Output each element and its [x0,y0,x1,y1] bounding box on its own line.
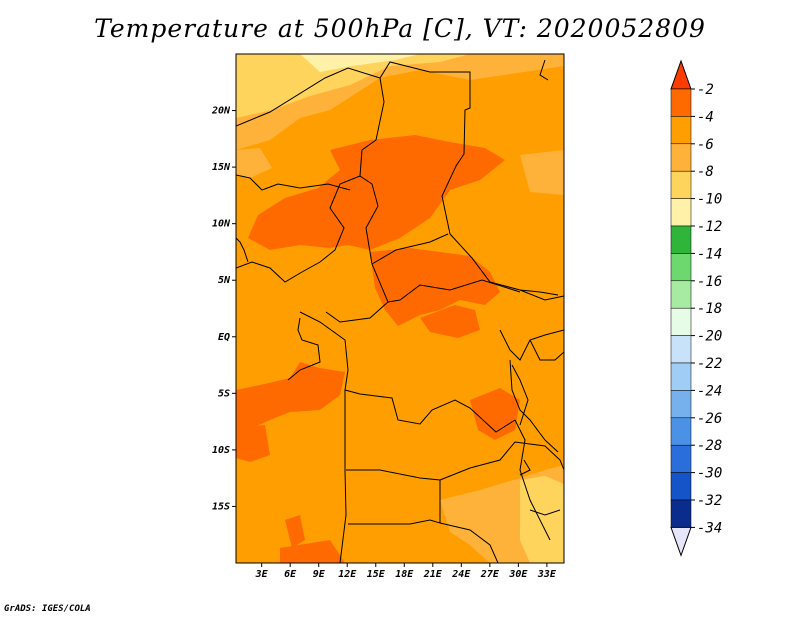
latitude-axis: 20N 15N 10N 5N EQ 5S 10S 15S [211,106,236,512]
colorbar-swatch [670,253,692,282]
lon-tick-label: 21E [423,569,443,580]
colorbar-swatch [670,390,692,419]
field-east-patch [520,150,564,195]
colorbar-swatch [670,444,692,473]
colorbar-swatch [670,225,692,254]
lat-tick-label: 10S [212,445,230,456]
colorbar-label: -20 [697,329,722,345]
lon-tick-label: 27E [480,569,500,580]
colorbar-swatch [670,362,692,391]
lat-tick-label: 15S [212,501,230,512]
field-warm-south-patch [285,515,305,548]
colorbar-swatch [670,472,692,501]
field-warm-sahel [248,135,505,250]
colorbar-label: -4 [697,109,714,125]
lon-tick-label: 3E [255,569,269,580]
lon-tick-label: 24E [451,569,471,580]
colorbar-label: -10 [697,192,722,208]
colorbar-swatch [670,280,692,309]
colorbar-label: -18 [697,301,722,317]
lon-tick-label: 18E [395,569,414,580]
colorbar-label: -30 [697,466,722,482]
lon-tick-label: 9E [313,569,326,580]
colorbar-swatch [670,307,692,336]
colorbar-label: -32 [697,493,722,509]
colorbar-swatch [670,198,692,227]
field-warm-south-edge [280,540,345,563]
colorbar-label: -34 [697,520,722,536]
lat-tick-label: 15N [212,162,231,173]
colorbar-label: -2 [697,82,714,98]
longitude-axis: 3E 6E 9E 12E 15E 18E 21E 24E 27E 30E 33E [255,563,557,580]
colorbar-label: -26 [697,411,722,427]
grads-credit: GrADS: IGES/COLA [4,604,91,614]
colorbar-label: -8 [697,164,714,180]
colorbar: -2 -4 -6 -8 -10 -12 -14 -16 -18 -20 -22 -24 -26 -28 -3… [670,59,722,557]
colorbar-top-arrow [670,59,692,90]
colorbar-swatch [670,417,692,446]
colorbar-swatch [670,499,692,528]
colorbar-label: -6 [697,137,714,153]
country-borders [236,59,564,563]
colorbar-swatch [670,88,692,117]
lat-tick-label: 10N [212,219,231,230]
lon-tick-label: 33E [537,569,557,580]
field-warm-congo [420,305,480,338]
colorbar-label: -22 [697,356,722,372]
lat-tick-label: 5S [218,388,230,399]
lat-tick-label: 20N [211,106,231,117]
lat-tick-label: 5N [218,275,231,286]
colorbar-swatch [670,170,692,199]
map-title: Temperature at 500hPa [C], VT: 202005280… [94,14,706,43]
colorbar-label: -16 [697,274,722,290]
temperature-field [236,54,564,563]
field-southeast-cooler [520,476,564,563]
field-warm-angola-coast [236,362,345,430]
colorbar-bottom-arrow [670,526,692,557]
field-warm-southwest [236,425,270,462]
lat-tick-label: EQ [218,332,230,343]
colorbar-swatch [670,116,692,145]
colorbar-label: -14 [697,246,722,262]
field-north-palest [300,54,420,72]
plot-frame [235,53,565,564]
colorbar-swatch [670,335,692,364]
lon-tick-label: 6E [284,569,297,580]
field-northwest-patch [236,148,272,178]
field-north-light [236,54,470,118]
colorbar-label: -28 [697,438,722,454]
colorbar-label: -12 [697,219,722,235]
lon-tick-label: 12E [338,569,357,580]
lon-tick-label: 15E [367,569,386,580]
field-warm-tanganyika [470,388,520,440]
lon-tick-label: 30E [508,569,528,580]
colorbar-label: -24 [697,383,722,399]
colorbar-swatch [670,143,692,172]
